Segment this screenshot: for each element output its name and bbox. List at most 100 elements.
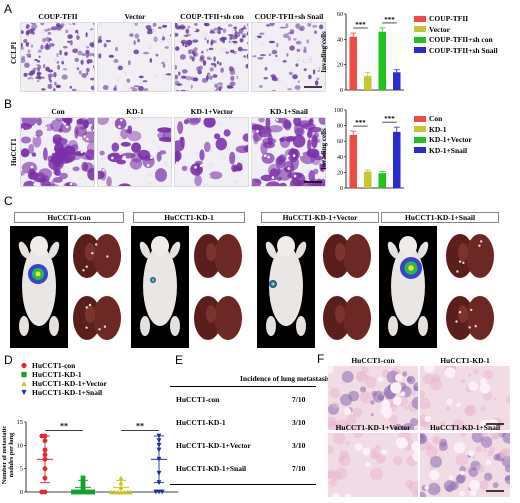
- micrograph-label: COUP-TFII+sh con: [180, 12, 244, 21]
- stained-cell: [215, 137, 227, 151]
- stained-cell: [125, 129, 132, 134]
- lung-highlight: [85, 243, 95, 261]
- stained-cell: [182, 41, 185, 47]
- stained-cell: [227, 24, 233, 27]
- tissue-region: [420, 390, 426, 399]
- y-tick-label: 20: [337, 170, 343, 176]
- stained-cell: [213, 27, 219, 31]
- stained-cell: [270, 74, 276, 78]
- membrane-pore: [163, 162, 167, 166]
- stained-cell: [268, 53, 272, 56]
- stained-cell: [43, 183, 59, 186]
- membrane-pore: [213, 86, 217, 91]
- stained-cell: [94, 67, 95, 71]
- tissue-region: [504, 465, 510, 473]
- stained-cell: [34, 58, 38, 61]
- micrograph-cells: [252, 23, 325, 91]
- tissue-region: [493, 396, 497, 401]
- membrane-pore: [148, 45, 152, 50]
- mouse-photo: [131, 226, 189, 348]
- stained-cell: [311, 134, 318, 149]
- stained-cell: [191, 56, 195, 62]
- stained-cell: [67, 34, 73, 39]
- membrane-pore: [300, 153, 304, 157]
- stained-cell: [162, 128, 171, 143]
- legend-label: COUP-TFII+sh con: [429, 35, 493, 44]
- stained-cell: [190, 84, 193, 89]
- data-point: [74, 489, 79, 495]
- histology-image: HuCCT1-KD-1: [420, 356, 510, 430]
- stained-cell: [43, 64, 46, 69]
- membrane-pore: [267, 155, 271, 159]
- stained-cell: [127, 130, 142, 142]
- legend-entry: KD-1: [414, 125, 447, 134]
- y-tick-label: 0: [340, 88, 343, 94]
- significance-stars: ***: [355, 119, 366, 127]
- membrane-pore: [175, 161, 179, 165]
- stained-cell: [126, 78, 131, 83]
- legend-label: HuCCT1-KD-1+Vector: [32, 379, 107, 388]
- tissue-region: [481, 433, 488, 438]
- stained-cell: [49, 43, 55, 47]
- y-tick-label: 0: [20, 489, 23, 496]
- membrane-pore: [305, 175, 309, 179]
- stained-cell: [296, 48, 301, 52]
- stained-cell: [47, 31, 52, 35]
- stained-cell: [293, 38, 297, 41]
- metastatic-nodule: [85, 265, 88, 268]
- lung-drawing: [194, 296, 242, 340]
- stained-cell: [23, 180, 36, 186]
- mouse-hindlimb: [19, 316, 29, 336]
- membrane-pore: [239, 160, 243, 164]
- bar-chart-b: 0 20 40 60 80 100 Invading cells *** ***: [320, 108, 404, 192]
- membrane-pore: [33, 182, 37, 186]
- tissue-region: [459, 466, 466, 473]
- membrane-pore: [209, 163, 213, 167]
- tissue-region: [483, 391, 493, 401]
- stained-cell: [58, 155, 72, 164]
- bar: [378, 31, 387, 90]
- micrograph-cells: [175, 23, 248, 91]
- histology-label: HuCCT1-KD-1+Snail: [429, 423, 501, 432]
- legend-entry: COUP-TFII+sh Snail: [414, 46, 498, 55]
- tissue-region: [379, 458, 383, 462]
- tissue-region: [455, 453, 469, 466]
- stained-cell: [156, 151, 162, 162]
- data-point: [118, 475, 124, 481]
- tissue-region: [360, 386, 367, 393]
- micrograph-label: Vector: [124, 12, 146, 21]
- stained-cell: [220, 67, 224, 73]
- stained-cell: [72, 48, 78, 54]
- lung-photo: [68, 226, 126, 286]
- stained-cell: [82, 131, 94, 143]
- stained-cell: [297, 80, 300, 83]
- lung-lobe: [466, 296, 494, 340]
- stained-cell: [246, 31, 248, 36]
- stained-cell: [322, 150, 325, 158]
- tissue-region: [341, 370, 354, 383]
- tissue-region: [424, 442, 433, 451]
- mouse-forelimb: [387, 241, 399, 259]
- stained-cell: [188, 49, 191, 55]
- stained-cell: [243, 144, 248, 153]
- stained-cell: [137, 38, 140, 43]
- alveolar-space: [448, 475, 454, 481]
- alveolar-space: [400, 391, 406, 397]
- stained-cell: [318, 118, 325, 125]
- mouse-hindlimb: [170, 316, 180, 336]
- tissue-region: [336, 419, 350, 430]
- stained-cell: [175, 150, 182, 161]
- lung-lobe: [343, 296, 371, 340]
- stained-cell: [145, 25, 152, 30]
- stained-cell: [308, 119, 313, 123]
- stained-cell: [229, 81, 236, 87]
- data-point: [156, 489, 162, 495]
- stained-cell: [113, 59, 119, 63]
- stained-cell: [212, 40, 217, 44]
- micrograph-image: [20, 117, 95, 187]
- stained-cell: [105, 39, 111, 43]
- membrane-pore: [206, 37, 210, 41]
- panel-letter-c: C: [4, 194, 13, 208]
- stained-cell: [38, 55, 41, 58]
- lung-photo: [318, 288, 376, 348]
